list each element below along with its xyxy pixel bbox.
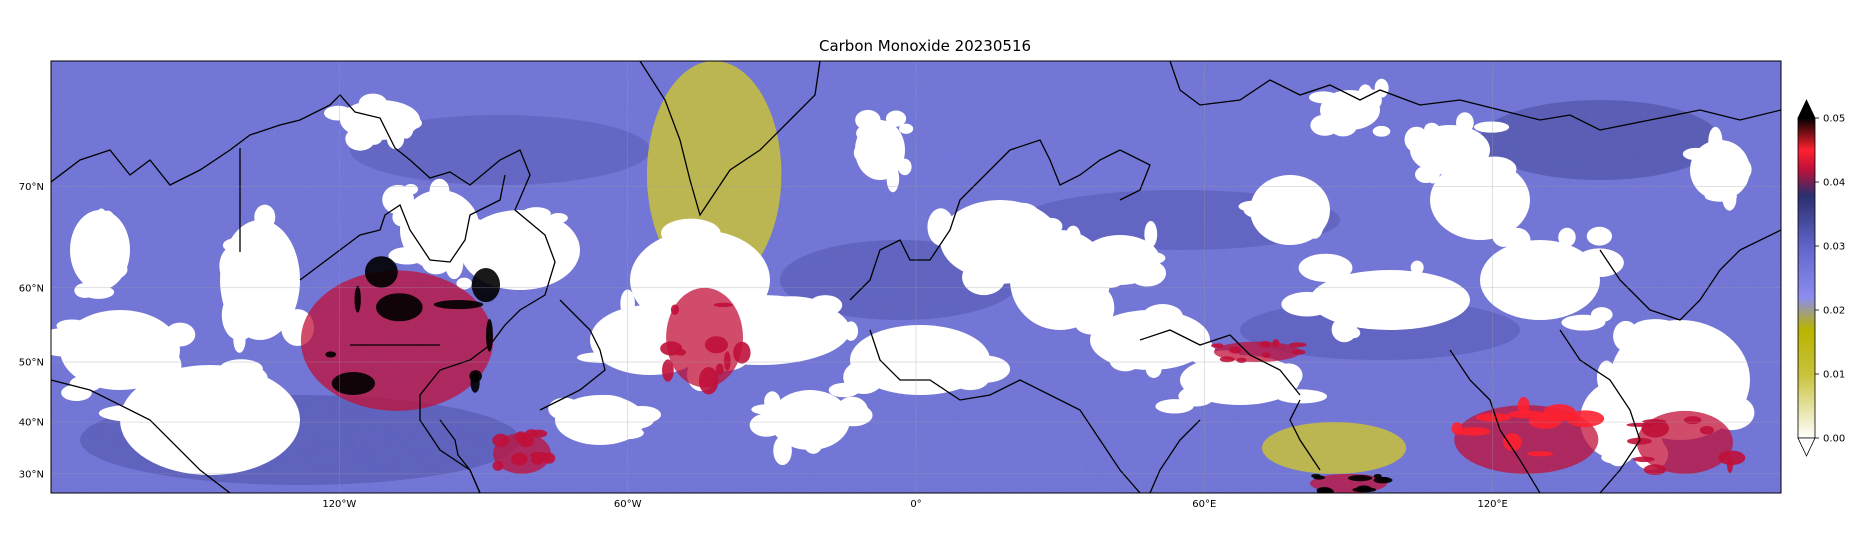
lat-label: 70°N: [19, 182, 44, 193]
colorbar-extend-min: [1797, 437, 1816, 457]
colorbar: 0.05 0.04 0.03 0.02 0.01 0.00: [1797, 99, 1845, 457]
coastlines: [51, 61, 1781, 493]
high-co-plume: [492, 429, 556, 474]
cloud-patch: [382, 178, 480, 280]
longitude-labels: 120°W 60°W 0° 60°E 120°E: [322, 499, 1508, 510]
cloud-patch: [1308, 78, 1391, 137]
colorbar-body: [1797, 117, 1816, 439]
lat-label: 30°N: [19, 469, 44, 480]
cloud-patch: [853, 109, 914, 193]
colorbar-ticks: 0.05 0.04 0.03 0.02 0.01 0.00: [1815, 114, 1845, 445]
cloud-patch: [1480, 226, 1624, 331]
colorbar-tick-label: 0.00: [1823, 434, 1845, 445]
colorbar-extend-max: [1797, 99, 1816, 119]
cloud-patch: [1682, 126, 1752, 211]
lon-label: 0°: [910, 499, 921, 510]
lon-label: 120°W: [322, 499, 356, 510]
cloud-patch: [1075, 304, 1216, 378]
cloud-patch: [1404, 112, 1510, 184]
high-co-plume: [1211, 339, 1307, 363]
low-co-region: [1262, 422, 1407, 474]
latitude-labels: 70°N 60°N 50°N 40°N 30°N: [19, 182, 44, 480]
high-co-plume: [300, 256, 501, 411]
map-panel: [51, 61, 1781, 493]
lat-label: 40°N: [19, 418, 44, 429]
cloud-patch: [70, 208, 130, 299]
lon-label: 60°W: [614, 499, 642, 510]
colorbar-tick-label: 0.01: [1823, 370, 1845, 381]
high-co-plume: [660, 287, 751, 395]
lon-label: 60°E: [1192, 499, 1216, 510]
cloud-patch: [1067, 221, 1167, 289]
cloud-patch: [749, 382, 873, 466]
colorbar-tick-label: 0.03: [1823, 242, 1845, 253]
colorbar-tick-label: 0.04: [1823, 178, 1845, 189]
lon-label: 120°E: [1477, 499, 1507, 510]
lat-label: 60°N: [19, 283, 44, 294]
cloud-patch: [1425, 156, 1531, 252]
colorbar-tick-label: 0.05: [1823, 114, 1845, 125]
cloud-patch: [1281, 253, 1470, 343]
cloud-patch: [548, 395, 662, 445]
cloud-patch: [51, 310, 196, 401]
cloud-patch: [843, 325, 1011, 395]
cloud-patch: [1238, 175, 1330, 245]
cloud-patch: [1155, 350, 1328, 414]
map-frame: [50, 60, 1782, 494]
gridlines: [51, 61, 1781, 493]
lat-label: 50°N: [19, 358, 44, 369]
map-title: Carbon Monoxide 20230516: [818, 37, 1032, 55]
cloud-patch: [324, 93, 422, 151]
high-co-plume: [1310, 473, 1393, 493]
colorbar-tick-label: 0.02: [1823, 306, 1845, 317]
